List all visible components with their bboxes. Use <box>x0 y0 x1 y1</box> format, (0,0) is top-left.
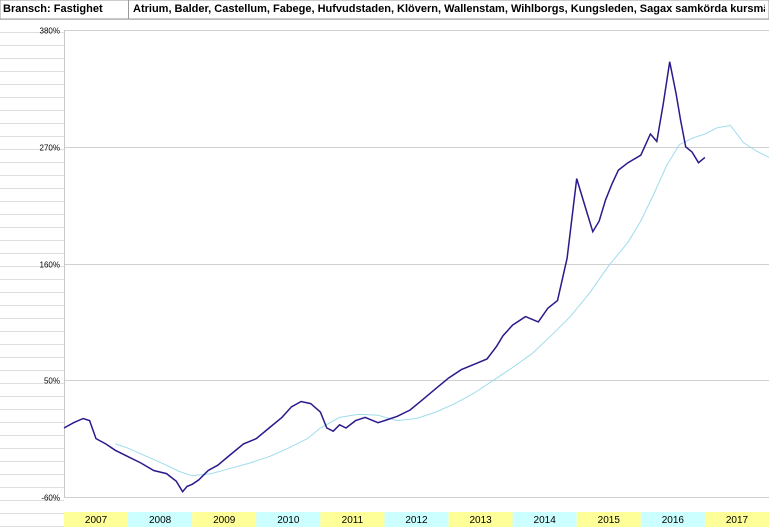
year-band <box>320 512 385 527</box>
y-axis: -60% 50% 160% 270% 380% <box>40 27 60 503</box>
y-tick-label: 270% <box>40 144 60 153</box>
y-tick-label: 160% <box>40 261 60 270</box>
year-band <box>576 512 641 527</box>
year-band <box>704 512 769 527</box>
series-line-main <box>63 61 706 493</box>
year-label: 2008 <box>149 515 172 526</box>
year-label: 2014 <box>534 515 557 526</box>
year-label: 2009 <box>213 515 236 526</box>
y-tick-label: 50% <box>44 377 60 386</box>
year-band <box>512 512 577 527</box>
year-label: 2012 <box>405 515 428 526</box>
y-tick-label: -60% <box>41 494 60 503</box>
plot-area <box>64 30 769 512</box>
year-label: 2010 <box>277 515 300 526</box>
year-band <box>384 512 449 527</box>
year-band <box>448 512 513 527</box>
y-tick-label: 380% <box>40 27 60 36</box>
year-label: 2011 <box>342 515 364 526</box>
year-band <box>256 512 321 527</box>
gridlines <box>64 30 769 498</box>
sector-title: Bransch: Fastighet <box>3 3 103 15</box>
year-label: 2015 <box>598 515 621 526</box>
year-label: 2013 <box>469 515 492 526</box>
series-line-average <box>115 124 769 477</box>
year-band <box>192 512 257 527</box>
year-label: 2007 <box>85 515 108 526</box>
year-band <box>128 512 193 527</box>
year-label: 2016 <box>662 515 685 526</box>
year-band <box>64 512 129 527</box>
year-label: 2017 <box>726 515 749 526</box>
header-row <box>0 0 769 20</box>
year-bands: 2007 2008 2009 2010 2011 2012 2013 2014 2015 2016… <box>64 512 769 527</box>
chart-description: Atrium, Balder, Castellum, Fabege, Hufvu… <box>133 3 765 15</box>
year-band <box>640 512 705 527</box>
